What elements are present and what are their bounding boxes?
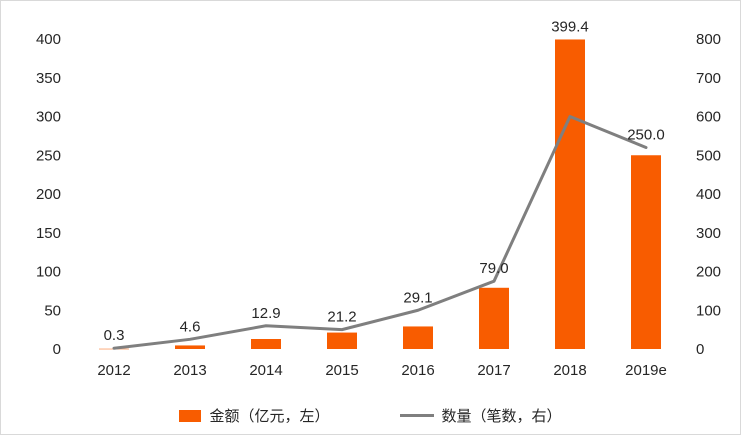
bar-data-label: 0.3	[104, 327, 125, 344]
bar	[631, 155, 661, 349]
bar	[403, 326, 433, 349]
right-axis-tick-label: 300	[696, 225, 721, 242]
line-series	[112, 115, 648, 350]
x-axis-category-label: 2015	[325, 362, 358, 379]
right-axis-tick-label: 800	[696, 31, 721, 48]
bar-data-label: 4.6	[180, 318, 201, 335]
right-axis-tick-label: 200	[696, 264, 721, 281]
bar	[555, 39, 585, 350]
right-axis-tick-label: 600	[696, 109, 721, 126]
legend-label-count: 数量（笔数，右）	[441, 408, 562, 425]
legend-label-amount: 金额（亿元，左）	[209, 408, 330, 425]
left-axis-tick-label: 350	[36, 70, 61, 87]
left-axis-tick-label: 100	[36, 264, 61, 281]
left-axis-tick-label: 300	[36, 109, 61, 126]
x-axis-category-label: 2018	[553, 362, 586, 379]
left-axis-tick-label: 0	[53, 341, 61, 358]
line-series-swatch-icon	[399, 414, 434, 417]
right-axis-tick-label: 500	[696, 147, 721, 164]
right-axis-tick-label: 700	[696, 70, 721, 87]
chart-plot: 0 50 100 150 200 250 300 350 400 0 100 200 300 400 500…	[36, 18, 721, 379]
x-axis-category-label: 2017	[477, 362, 510, 379]
x-axis-category-label: 2014	[249, 362, 282, 379]
x-axis-category-label: 2019e	[625, 362, 667, 379]
x-axis-category-label: 2016	[401, 362, 434, 379]
bar	[479, 287, 509, 349]
right-axis-tick-label: 0	[696, 341, 704, 358]
bar-data-label: 12.9	[251, 305, 280, 322]
legend-item-amount: 金额（亿元，左）	[179, 405, 330, 426]
left-axis-tick-label: 150	[36, 225, 61, 242]
bar-data-label: 250.0	[627, 127, 665, 144]
legend-item-count: 数量（笔数，右）	[399, 405, 562, 426]
left-axis-tick-label: 200	[36, 186, 61, 203]
bar	[251, 339, 281, 349]
left-axis-tick-label: 400	[36, 31, 61, 48]
bar-data-label: 399.4	[551, 18, 589, 35]
right-axis-tick-label: 400	[696, 186, 721, 203]
left-axis-tick-label: 50	[44, 302, 61, 319]
bar-data-label: 29.1	[403, 289, 432, 306]
legend: 金额（亿元，左） 数量（笔数，右）	[1, 405, 740, 426]
left-axis-tick-label: 250	[36, 147, 61, 164]
bar-data-label: 21.2	[327, 309, 356, 326]
bar	[327, 332, 357, 349]
bar-data-label: 79.0	[479, 260, 508, 277]
x-axis-category-label: 2013	[173, 362, 206, 379]
right-axis-tick-label: 100	[696, 302, 721, 319]
x-axis-category-label: 2012	[97, 362, 130, 379]
bar-series-swatch-icon	[179, 409, 202, 422]
bar	[175, 345, 205, 349]
